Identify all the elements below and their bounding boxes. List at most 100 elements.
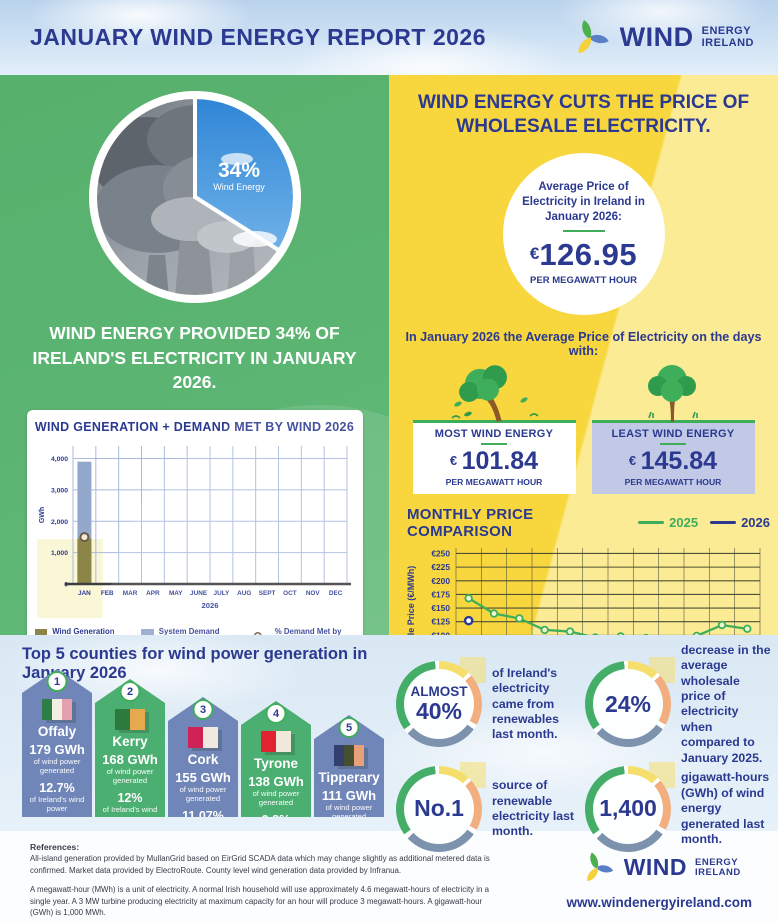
legend-item: 2026 (710, 515, 770, 530)
price-cards-row: MOST WIND ENERGY € 101.84 PER MEGAWATT H… (389, 360, 778, 494)
stat-top-label: ALMOST (410, 684, 468, 700)
legend-line (710, 521, 737, 524)
rank-badge: 3 (192, 699, 214, 720)
svg-text:MAY: MAY (168, 590, 182, 597)
price-number: 101.84 (461, 446, 539, 475)
least-wind-title: LEAST WIND ENERGY (611, 427, 735, 440)
flag-stripe (115, 709, 130, 730)
divider (660, 442, 686, 445)
county-name: Tyrone (253, 756, 298, 771)
wind-generation-chart: 01,0002,0003,0004,000JANFEBMARAPRMAYJUNE… (36, 445, 351, 618)
stat-item: 24% decrease in the average wholesale pr… (583, 643, 772, 766)
stat-item: No.1 source of renewable electricity las… (394, 761, 583, 852)
svg-text:€225: €225 (431, 562, 450, 572)
monthly-price-chart: €25€50€75€100€125€150€175€200€225€250JAN… (406, 547, 760, 635)
stat-ring: 1,400 (585, 761, 675, 852)
stat-ring-inner: 24% (593, 669, 663, 740)
brand-energy: ENERGY (701, 24, 752, 37)
brand-ireland: IRELAND (701, 36, 754, 49)
legend-swatch (34, 628, 48, 635)
average-price-value: €126.95 (530, 237, 637, 273)
svg-text:€175: €175 (431, 589, 450, 599)
county-gwh-sub: of wind power generated (33, 757, 81, 776)
most-wind-unit: PER MEGAWATT HOUR (445, 476, 543, 487)
svg-text:FEB: FEB (100, 590, 113, 597)
most-wind-value: € 101.84 (417, 447, 572, 476)
stat-description: decrease in the average wholesale price … (681, 643, 771, 765)
county-flag (42, 699, 72, 720)
wind-turbine-icon (586, 852, 613, 881)
brand-ireland: IRELAND (695, 866, 741, 878)
county-flag (261, 731, 291, 752)
currency-symbol: € (628, 452, 637, 468)
references: References: All-island generation provid… (30, 841, 500, 918)
stat-value: 24% (604, 690, 652, 717)
svg-text:OCT: OCT (283, 590, 297, 597)
svg-text:4,000: 4,000 (50, 456, 67, 463)
legend-item: System Demand GWh (141, 626, 232, 636)
county-pct-sub: of Ireland's wind power (29, 794, 85, 814)
wind-share-headline: WIND ENERGY PROVIDED 34% OF IRELAND'S EL… (32, 323, 357, 392)
monthly-chart-header: MONTHLY PRICE COMPARISON 2025 2026 (407, 506, 770, 540)
counties-section: Top 5 counties for wind power generation… (0, 635, 392, 831)
county-gwh: 138 GWh (248, 774, 304, 789)
least-wind-unit: PER MEGAWATT HOUR (624, 476, 722, 487)
svg-text:APR: APR (146, 590, 160, 597)
flag-stripe (188, 727, 203, 748)
bottom-section: Top 5 counties for wind power generation… (0, 635, 778, 852)
wind-share-panel: 34% Wind Energy WIND ENERGY PROVIDED 34%… (0, 75, 389, 635)
monthly-chart-title: MONTHLY PRICE COMPARISON (407, 505, 534, 540)
county-card: 5 Tipperary 111 GWh of wind power genera… (314, 715, 384, 817)
legend-label: System Demand GWh (158, 626, 220, 636)
svg-text:€125: €125 (431, 616, 450, 626)
county-pct: 11.07% (182, 808, 224, 823)
svg-text:€200: €200 (431, 575, 450, 585)
stat-ring: No.1 (396, 761, 486, 852)
reference-paragraph: A megawatt-hour (MWh) is a unit of elect… (30, 885, 490, 918)
county-gwh: 111 GWh (321, 788, 377, 803)
divider (481, 442, 507, 445)
county-gwh: 155 GWh (175, 770, 231, 785)
stat-description: source of renewable electricity last mon… (492, 778, 575, 839)
stat-value: No.1 (414, 795, 464, 822)
county-flag (188, 727, 218, 748)
svg-text:SEPT: SEPT (258, 590, 275, 597)
county-name: Offaly (37, 724, 77, 739)
county-pct: 12.7% (39, 780, 75, 795)
legend-item: % Demand Met by Wind (246, 627, 354, 635)
stat-value: 40% (415, 697, 463, 724)
county-card: 3 Cork 155 GWh of wind power generated 1… (168, 697, 238, 817)
legend-label: Wind Generation GWh (52, 626, 115, 636)
county-name: Kerry (112, 734, 148, 749)
wind-generation-chart-card: WIND GENERATION + DEMAND MET BY WIND 202… (26, 409, 363, 636)
page-title: JANUARY WIND ENERGY REPORT 2026 (30, 24, 487, 50)
least-wind-column: LEAST WIND ENERGY € 145.84 PER MEGAWATT … (591, 360, 755, 494)
stat-description: of Ireland's electricity came from renew… (492, 666, 559, 742)
county-gwh: 179 GWh (29, 742, 85, 757)
rank-badge: 4 (265, 703, 287, 724)
reference-paragraph: All-island generation provided by Mullan… (30, 854, 490, 875)
county-pct: 9.8% (261, 812, 291, 827)
price-heading: WIND ENERGY CUTS THE PRICE OF WHOLESALE … (417, 92, 750, 137)
county-card: 2 Kerry 168 GWh of wind power generated … (95, 679, 165, 817)
brand-subtitle: ENERGY IRELAND (695, 857, 741, 878)
svg-text:JUNE: JUNE (190, 590, 208, 597)
brand-wordmark: WIND (623, 854, 688, 880)
svg-text:AUG: AUG (237, 590, 251, 597)
county-flag (334, 745, 364, 766)
header: JANUARY WIND ENERGY REPORT 2026 WIND ENE… (0, 0, 778, 75)
svg-text:Wholesale Price (€/MWh): Wholesale Price (€/MWh) (406, 565, 416, 635)
pie-wind-label: Wind Energy (213, 182, 265, 192)
stat-ring: ALMOST 40% (396, 657, 486, 748)
county-name: Tipperary (318, 770, 380, 785)
stat-ring-inner: ALMOST 40% (404, 669, 474, 740)
main-panels: 34% Wind Energy WIND ENERGY PROVIDED 34%… (0, 75, 778, 635)
flag-stripe (52, 699, 62, 720)
county-flag (115, 709, 145, 730)
wind-share-pie-chart: 34% Wind Energy (88, 91, 301, 303)
flag-stripe (354, 745, 364, 766)
pct-marker-icon (246, 631, 270, 635)
legend-swatch (141, 628, 154, 635)
county-name: Cork (187, 752, 219, 767)
